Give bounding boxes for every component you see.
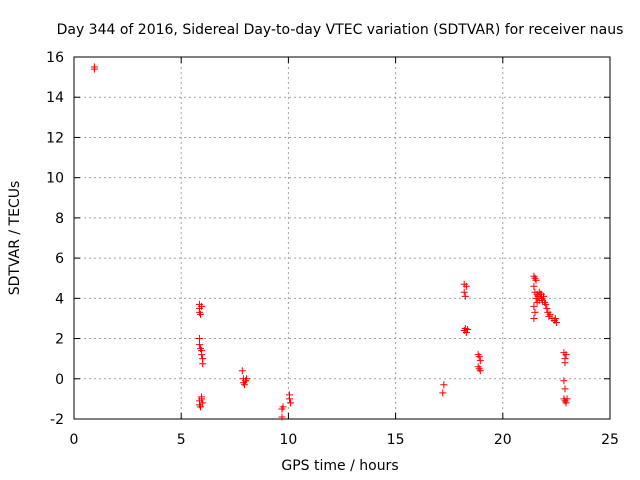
data-point [562, 351, 570, 359]
data-point [240, 381, 248, 389]
data-point [462, 282, 470, 290]
data-point [552, 318, 560, 326]
y-tick-label: 14 [46, 90, 64, 106]
y-tick-labels: -2 0 2 4 6 8 10 12 14 16 [46, 50, 64, 428]
data-point [530, 314, 538, 322]
data-point [462, 329, 470, 337]
data-point [90, 65, 98, 73]
data-point [463, 326, 471, 334]
data-point [530, 282, 538, 290]
data-point [439, 389, 447, 397]
data-point [561, 385, 569, 393]
data-point [198, 393, 206, 401]
data-point [530, 302, 538, 310]
axis-ticks [73, 56, 611, 420]
data-point [287, 399, 295, 407]
x-tick-label: 25 [601, 432, 619, 448]
data-point [461, 292, 469, 300]
x-tick-label: 20 [494, 432, 512, 448]
data-point [195, 341, 203, 349]
data-point [537, 290, 545, 298]
data-point [198, 351, 206, 359]
chart-title: Day 344 of 2016, Sidereal Day-to-day VTE… [57, 22, 624, 38]
data-point [532, 276, 540, 284]
data-point [285, 395, 293, 403]
plot-area-border [73, 56, 611, 420]
x-tick-label: 0 [70, 432, 79, 448]
data-point [198, 302, 206, 310]
data-point [460, 288, 468, 296]
data-point [560, 377, 568, 385]
data-point [542, 300, 550, 308]
data-point [551, 314, 559, 322]
y-tick-label: -2 [50, 412, 64, 428]
x-tick-label: 15 [387, 432, 405, 448]
y-tick-label: 2 [55, 332, 64, 348]
data-point [561, 359, 569, 367]
y-axis-label: SDTVAR / TECUs [7, 181, 23, 296]
data-point [562, 399, 570, 407]
grid-lines [74, 57, 610, 419]
data-point [531, 308, 539, 316]
data-point [278, 413, 286, 421]
x-tick-label: 5 [177, 432, 186, 448]
y-tick-label: 10 [46, 171, 64, 187]
data-point [279, 403, 287, 411]
y-tick-label: 0 [55, 372, 64, 388]
data-point [440, 381, 448, 389]
y-tick-label: 6 [55, 251, 64, 267]
data-point [238, 367, 246, 375]
y-tick-label: 16 [46, 50, 64, 66]
data-point [196, 403, 204, 411]
y-tick-label: 4 [55, 291, 64, 307]
data-point [476, 367, 484, 375]
data-point [475, 353, 483, 361]
data-point [196, 310, 204, 318]
data-point [563, 395, 571, 403]
x-axis-label: GPS time / hours [281, 458, 398, 474]
data-point [243, 375, 251, 383]
data-point [476, 357, 484, 365]
data-points [90, 63, 571, 421]
data-point [543, 304, 551, 312]
data-point [533, 298, 541, 306]
data-point [199, 360, 207, 368]
x-tick-labels: 0 5 10 15 20 25 [70, 432, 619, 448]
y-tick-label: 12 [46, 130, 64, 146]
x-tick-label: 10 [279, 432, 297, 448]
data-point [195, 335, 203, 343]
data-point [546, 310, 554, 318]
data-point [199, 399, 207, 407]
y-tick-label: 8 [55, 211, 64, 227]
